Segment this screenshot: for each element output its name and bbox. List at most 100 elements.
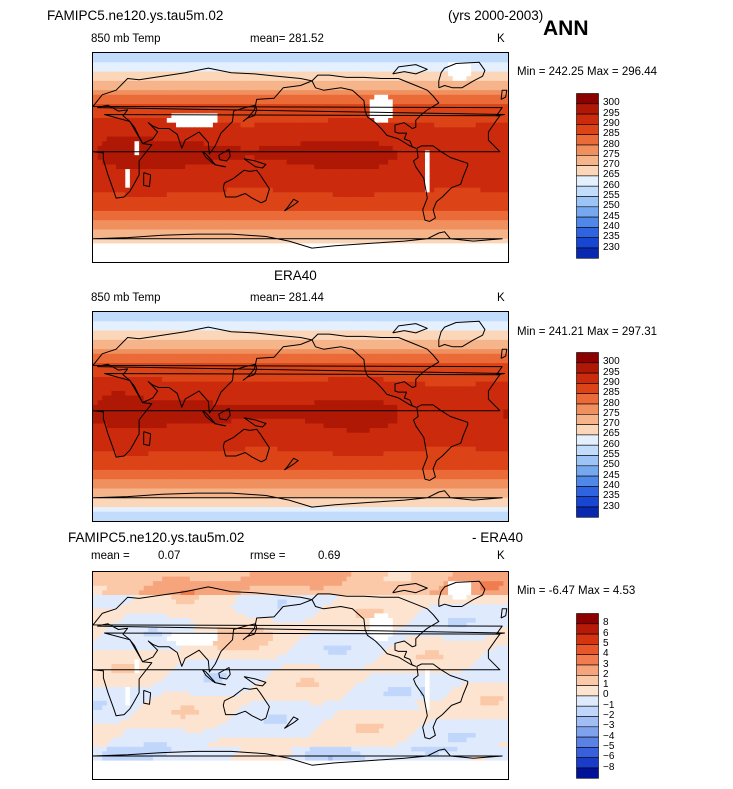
p1-field-cell [438,122,445,128]
p1-field-cell [489,155,495,161]
p2-field-cell [498,312,504,318]
p1-field-cell [411,150,417,156]
p1-field-cell [180,257,186,262]
p1-field-cell [268,62,274,68]
p1-field-cell [185,94,191,101]
p1-field-cell [388,127,394,133]
p1-field-cell [286,90,292,96]
p2-field-cell [429,325,435,332]
p1-field-cell [111,127,117,133]
p1-field-cell [129,99,136,105]
p1-field-cell [457,90,463,96]
p1-field-cell [102,62,108,68]
p1-field-cell [162,178,168,184]
p1-field-cell [498,164,504,170]
p1-field-cell [259,141,265,147]
p1-field-cell [120,53,126,59]
p1-field-cell [305,127,311,133]
p1-field-cell [309,99,315,105]
p1-field-cell [438,183,445,189]
p2-field-cell [212,335,219,341]
p1-field-cell [318,127,325,133]
p1-field-cell [443,127,449,133]
p2-field-cell [152,325,159,332]
p1-field-cell [217,80,223,87]
p1-field-cell [277,206,283,212]
p1-field-cell [342,173,348,179]
p1-field-cell [194,238,200,245]
p1-field-cell [438,215,445,221]
p1-field-cell [300,257,306,262]
p1-field-cell [374,118,380,124]
p1-field-cell [97,164,103,170]
p1-field-cell [263,238,269,245]
p1-field-cell [438,108,445,114]
p1-field-cell [378,99,385,105]
p1-field-cell [420,66,426,73]
p1-coastline [143,172,152,187]
p1-field-cell [203,201,209,207]
p1-field-cell [401,85,408,91]
p1-field-cell [249,159,255,166]
p1-field-cell [189,229,196,235]
p1-field-cell [411,76,417,82]
p2-field-cell [189,321,196,327]
p1-field-cell [116,243,122,249]
p1-field-cell [291,173,297,179]
p1-field-cell [471,66,477,73]
p1-field-cell [93,248,99,254]
p2-field-cell [148,321,154,327]
p1-field-cell [328,53,334,59]
p1-field-cell [231,187,237,193]
p1-field-cell [152,238,159,245]
p1-field-cell [245,150,251,156]
p1-field-cell [452,234,458,240]
p2-field-cell [438,312,445,318]
p1-field-cell [369,173,375,179]
p1-field-cell [97,131,103,138]
p1-field-cell [152,145,159,152]
p1-field-cell [355,215,362,221]
p1-field-cell [480,76,486,82]
p2-field-cell [120,344,126,350]
p1-field-cell [346,76,352,82]
p1-field-cell [217,206,223,212]
p2-field-cell [452,325,458,332]
p1-field-cell [97,201,103,207]
p2-field-cell [277,325,283,332]
p1-field-cell [129,243,136,249]
p1-field-cell [171,131,177,138]
p2-field-cell [374,321,380,327]
p1-field-cell [194,252,200,258]
p2-field-cell [152,316,159,322]
p2-field-cell [420,335,426,341]
p2-field-cell [429,330,435,336]
p1-field-cell [212,150,219,156]
p2-field-cell [212,344,219,350]
p1-field-cell [438,99,445,105]
p1-field-cell [189,201,196,207]
p1-field-cell [277,80,283,87]
p1-field-cell [397,257,403,262]
p1-field-cell [461,145,468,152]
p1-field-cell [388,71,394,77]
p1-field-cell [185,220,191,226]
p1-field-cell [461,85,468,91]
p1-field-cell [401,118,408,124]
p1-field-cell [189,238,196,245]
p1-field-cell [231,94,237,101]
p1-field-cell [93,159,99,166]
p1-field-cell [351,169,357,175]
p1-field-cell [480,178,486,184]
p1-field-cell [194,99,200,105]
p1-field-cell [282,196,288,203]
p1-field-cell [494,192,500,198]
p1-field-cell [374,71,380,77]
p1-field-cell [249,108,255,114]
p1-field-cell [245,215,251,221]
p1-field-cell [106,66,113,73]
p1-field-cell [139,224,145,231]
p1-field-cell [328,99,334,105]
p1-field-cell [494,131,500,138]
p1-field-cell [401,210,408,217]
